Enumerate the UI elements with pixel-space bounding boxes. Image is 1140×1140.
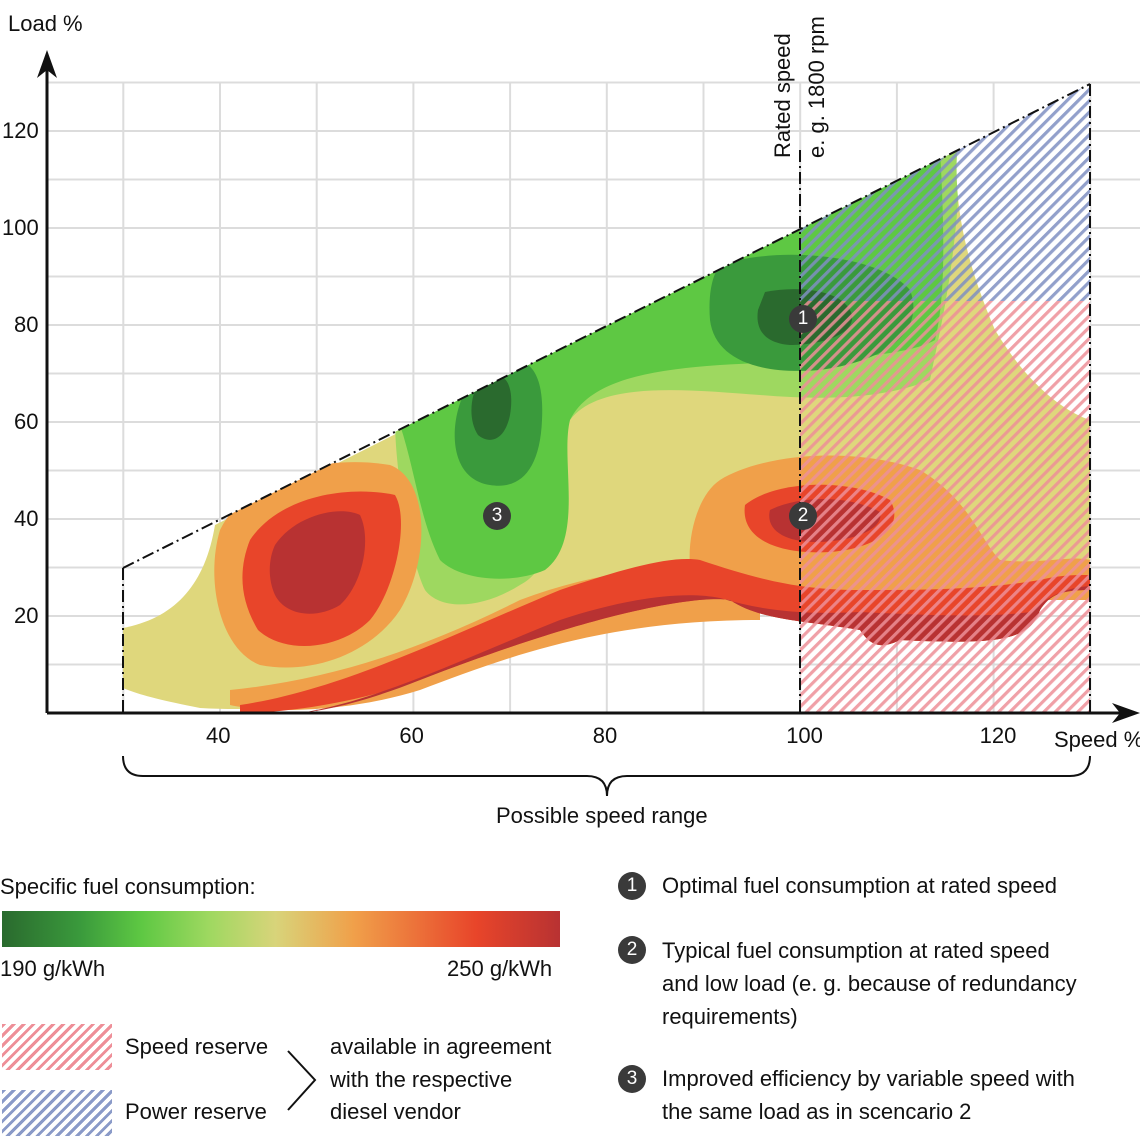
x-tick-label: 60	[399, 723, 424, 748]
x-tick-label: 80	[592, 723, 618, 748]
colorbar	[2, 911, 560, 947]
note-1-badge: 1	[618, 872, 646, 900]
note-3-text-1: Improved efficiency by variable speed wi…	[662, 1066, 1075, 1091]
y-tick-label: 80	[14, 312, 39, 337]
rated-speed-label: Rated speed	[770, 33, 795, 158]
availability-line-1: available in agreement	[330, 1034, 552, 1059]
note-2-text-3: requirements)	[662, 1004, 798, 1029]
envelope-lines	[122, 83, 1091, 713]
x-axis-label: Speed %	[1054, 727, 1140, 752]
legend-bracket	[287, 1050, 317, 1111]
colorbar-title: Specific fuel consumption:	[0, 874, 256, 899]
marker-2: 2	[789, 502, 817, 530]
x-tick-label: 100	[786, 723, 823, 748]
marker-1: 1	[789, 305, 817, 333]
speed-reserve-label: Speed reserve	[125, 1034, 269, 1059]
contour-darkest-green-left	[471, 374, 512, 440]
note-2-badge: 2	[618, 936, 646, 964]
marker-3: 3	[483, 502, 511, 530]
x-tick-label: 40	[206, 723, 231, 748]
speed-range-label: Possible speed range	[496, 803, 708, 828]
colorbar-max-label: 250 g/kWh	[447, 956, 553, 981]
note-2-text-2: and low load (e. g. because of redundanc…	[662, 971, 1077, 996]
speed-reserve-hatch	[800, 301, 1090, 713]
y-tick-label: 120	[2, 118, 39, 143]
axes	[37, 50, 1140, 723]
note-2-text-1: Typical fuel consumption at rated speed	[662, 938, 1050, 963]
note-1-text: Optimal fuel consumption at rated speed	[662, 873, 1058, 898]
y-axis-label: Load %	[8, 11, 83, 36]
contour-dark-red-left	[269, 511, 366, 614]
availability-line-3: diesel vendor	[330, 1099, 461, 1124]
rated-speed-example: e. g. 1800 rpm	[804, 16, 829, 158]
y-tick-label: 100	[2, 215, 39, 240]
power-reserve-label: Power reserve	[125, 1099, 267, 1124]
note-3-badge: 3	[618, 1065, 646, 1093]
power-reserve-swatch	[2, 1090, 112, 1136]
x-tick-label: 120	[979, 723, 1017, 748]
availability-line-2: with the respective	[330, 1067, 513, 1092]
y-tick-label: 20	[14, 603, 39, 628]
note-3-text-2: the same load as in scencario 2	[662, 1099, 972, 1124]
y-tick-label: 40	[14, 506, 39, 531]
colorbar-min-label: 190 g/kWh	[0, 956, 106, 981]
speed-range-brace	[122, 755, 1091, 797]
y-tick-label: 60	[14, 409, 39, 434]
speed-reserve-swatch	[2, 1024, 112, 1070]
